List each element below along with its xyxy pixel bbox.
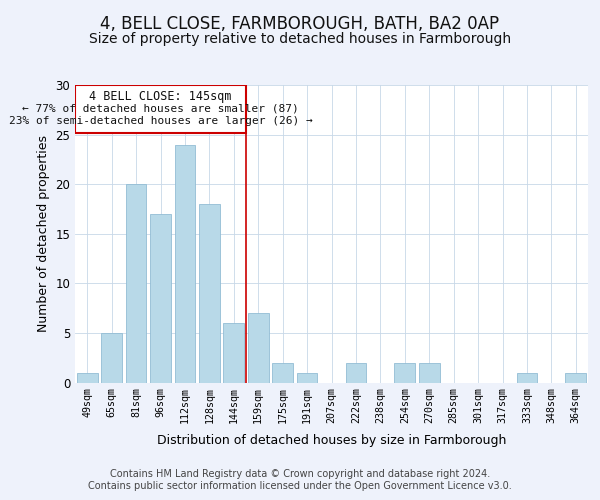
Y-axis label: Number of detached properties: Number of detached properties [37, 135, 50, 332]
Bar [272, 362, 293, 382]
Text: 4 BELL CLOSE: 145sqm: 4 BELL CLOSE: 145sqm [89, 90, 232, 103]
Bar [517, 372, 538, 382]
Bar [199, 204, 220, 382]
Text: ← 77% of detached houses are smaller (87): ← 77% of detached houses are smaller (87… [22, 104, 299, 114]
Text: 23% of semi-detached houses are larger (26) →: 23% of semi-detached houses are larger (… [9, 116, 313, 126]
Bar [77, 372, 98, 382]
Bar [296, 372, 317, 382]
Bar [419, 362, 440, 382]
Bar [346, 362, 367, 382]
Bar [125, 184, 146, 382]
Bar [248, 313, 269, 382]
Text: Contains HM Land Registry data © Crown copyright and database right 2024.: Contains HM Land Registry data © Crown c… [110, 469, 490, 479]
X-axis label: Distribution of detached houses by size in Farmborough: Distribution of detached houses by size … [157, 434, 506, 448]
Text: 4, BELL CLOSE, FARMBOROUGH, BATH, BA2 0AP: 4, BELL CLOSE, FARMBOROUGH, BATH, BA2 0A… [100, 15, 500, 33]
Bar [565, 372, 586, 382]
Bar [394, 362, 415, 382]
Bar [223, 323, 244, 382]
Bar [175, 144, 196, 382]
Bar [150, 214, 171, 382]
Bar [101, 333, 122, 382]
FancyBboxPatch shape [76, 85, 246, 132]
Text: Contains public sector information licensed under the Open Government Licence v3: Contains public sector information licen… [88, 481, 512, 491]
Text: Size of property relative to detached houses in Farmborough: Size of property relative to detached ho… [89, 32, 511, 46]
